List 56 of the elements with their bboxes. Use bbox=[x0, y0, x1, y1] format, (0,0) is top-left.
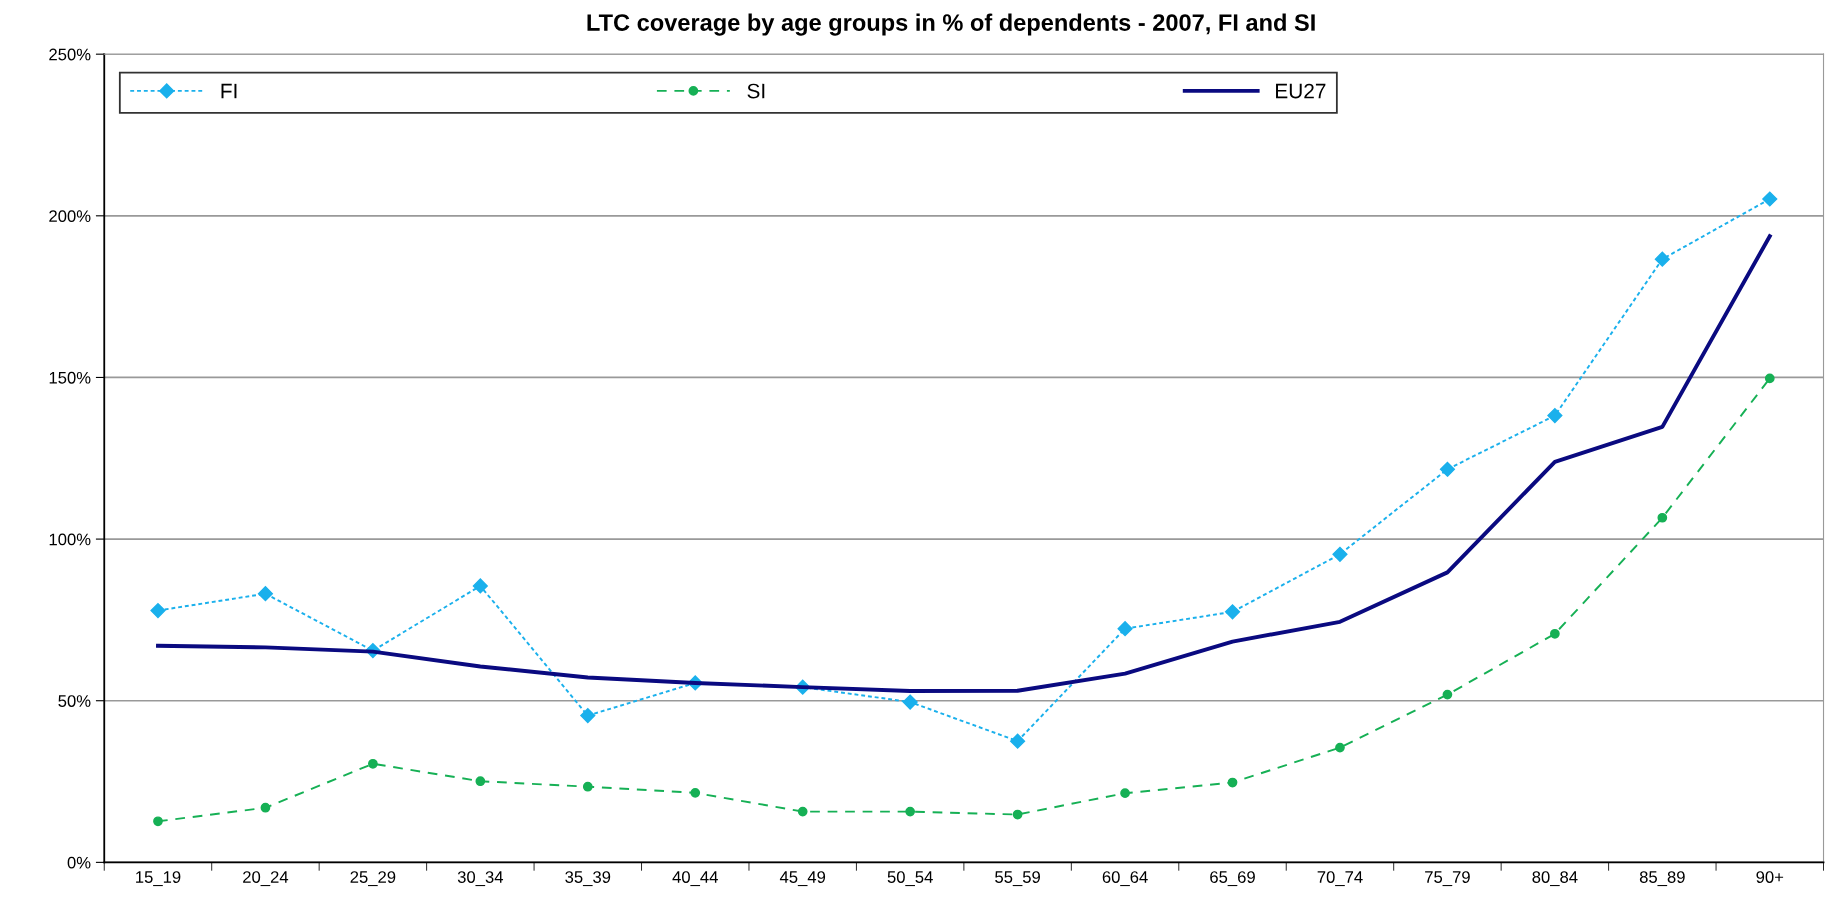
point bbox=[150, 602, 166, 619]
point bbox=[1547, 408, 1563, 424]
y-tick-label: 150% bbox=[49, 371, 91, 384]
point bbox=[1012, 809, 1023, 820]
point bbox=[1439, 461, 1456, 477]
point bbox=[260, 802, 271, 813]
point bbox=[902, 694, 918, 710]
point bbox=[368, 758, 378, 769]
point bbox=[1335, 742, 1345, 753]
x-tick-label: 40_44 bbox=[672, 871, 718, 887]
point bbox=[1657, 512, 1668, 523]
point bbox=[257, 586, 274, 602]
x-tick-label: 20_24 bbox=[243, 871, 289, 887]
point bbox=[475, 776, 486, 787]
y-tick-label: 250% bbox=[49, 48, 91, 61]
point bbox=[1010, 733, 1026, 749]
x-tick-label: 15_19 bbox=[136, 871, 181, 887]
point bbox=[1117, 621, 1133, 637]
point bbox=[1227, 777, 1238, 788]
point bbox=[1762, 191, 1778, 207]
point bbox=[1120, 788, 1130, 799]
y-tick-label: 100% bbox=[49, 533, 91, 546]
point bbox=[580, 708, 596, 724]
x-tick-label: 90+ bbox=[1756, 871, 1784, 883]
point bbox=[1442, 689, 1453, 700]
x-tick-label: 70_74 bbox=[1317, 871, 1363, 887]
y-tick-label: 200% bbox=[49, 210, 91, 223]
x-tick-label: 35_39 bbox=[565, 871, 611, 887]
legend-label: SI bbox=[747, 83, 765, 99]
line-series bbox=[156, 234, 1772, 693]
x-tick-label: 45_49 bbox=[779, 871, 826, 887]
point bbox=[153, 816, 163, 827]
x-tick-label: 85_89 bbox=[1639, 871, 1685, 887]
point bbox=[1224, 604, 1241, 620]
point bbox=[1764, 373, 1775, 384]
point bbox=[472, 578, 488, 594]
point bbox=[1550, 628, 1560, 639]
point bbox=[905, 806, 916, 817]
point bbox=[582, 781, 593, 792]
x-tick-label: 30_34 bbox=[457, 871, 504, 887]
x-tick-label: 65_69 bbox=[1210, 871, 1255, 887]
point bbox=[1654, 251, 1670, 267]
point bbox=[797, 806, 808, 817]
x-tick-label: 50_54 bbox=[887, 871, 933, 887]
x-tick-label: 60_64 bbox=[1102, 871, 1148, 887]
x-tick-label: 25_29 bbox=[350, 871, 396, 887]
x-tick-label: 55_59 bbox=[995, 871, 1040, 887]
y-tick-label: 0% bbox=[67, 856, 91, 869]
legend-label: EU27 bbox=[1276, 83, 1326, 99]
y-tick-label: 50% bbox=[58, 695, 91, 707]
point bbox=[1332, 546, 1348, 562]
x-tick-label: 80_84 bbox=[1532, 871, 1578, 887]
point bbox=[690, 787, 701, 798]
x-tick-label: 75_79 bbox=[1425, 871, 1470, 887]
legend-label: FI bbox=[221, 83, 237, 99]
chart-title: LTC coverage by age groups in % of dependents - 2007, FI and SI bbox=[587, 13, 1315, 36]
